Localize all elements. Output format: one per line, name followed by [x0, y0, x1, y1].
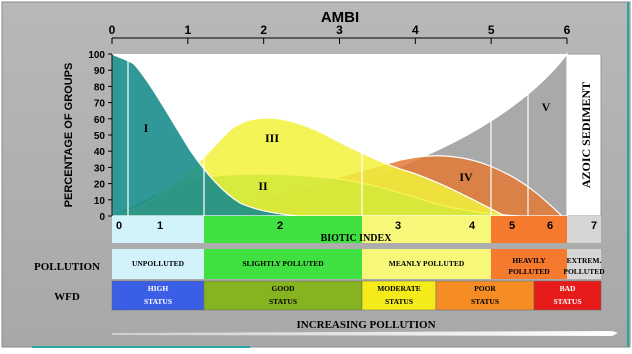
biotic-index-title: BIOTIC INDEX: [321, 233, 393, 244]
pollution-cell: [112, 249, 204, 279]
pollution-cell: [362, 249, 491, 279]
y-tick-label: 100: [88, 50, 105, 61]
biotic-index-value: 7: [591, 220, 597, 232]
y-tick-label: 40: [94, 147, 106, 158]
biotic-index-values: 0 1 2 3 4 5 6 7: [116, 220, 597, 232]
bi-band-cell: [567, 216, 601, 243]
wfd-cell-label: STATUS: [553, 297, 581, 306]
pollution-cell: [567, 249, 601, 279]
pollution-cell-label: POLLUTED: [563, 267, 605, 276]
wfd-cell-label: BAD: [560, 284, 576, 293]
biotic-index-value: 3: [395, 220, 401, 232]
wfd-cell: [361, 280, 437, 311]
ambi-tick-label: 6: [564, 23, 571, 37]
wfd-cell-label: GOOD: [272, 284, 296, 293]
wfd-cell-label: POOR: [474, 284, 496, 293]
pollution-cell-label: UNPOLLUTED: [132, 259, 185, 268]
bi-band-cell: [204, 216, 362, 243]
wfd-cell-label: MODERATE: [377, 284, 421, 293]
wfd-cell-label: STATUS: [471, 297, 499, 306]
y-tick-label: 30: [94, 163, 106, 174]
ambi-axis-title: AMBI: [321, 9, 359, 26]
bi-band-cell: [491, 216, 567, 243]
y-tick-label: 70: [94, 99, 106, 110]
increasing-pollution-label: INCREASING POLLUTION: [296, 319, 435, 331]
pollution-cell-label: EXTREM.: [567, 256, 602, 265]
y-tick-label: 90: [94, 66, 106, 77]
y-axis-label: PERCENTAGE OF GROUPS: [63, 63, 75, 208]
pollution-cell-label: SLIGHTLY POLLUTED: [242, 259, 324, 268]
group-i-area: [111, 53, 301, 217]
biotic-index-value: 6: [547, 220, 553, 232]
wfd-row: HIGH STATUS GOOD STATUS MODERATE STATUS POOR ST…: [111, 280, 602, 311]
pollution-cell-label: POLLUTED: [508, 267, 550, 276]
group-label-iii: III: [265, 131, 279, 145]
pollution-cell-label: MEANLY POLLUTED: [389, 259, 465, 268]
ambi-axis-ticks: 0 1 2 3 4 5 6: [109, 23, 571, 44]
pollution-row-label: POLLUTION: [34, 261, 100, 273]
biotic-index-value: 4: [469, 220, 476, 232]
wfd-cell: [533, 280, 602, 311]
y-tick-label: 60: [94, 115, 106, 126]
y-tick-label: 20: [94, 180, 106, 191]
wfd-cell-label: HIGH: [148, 284, 169, 293]
biotic-index-value: 5: [509, 220, 515, 232]
ambi-tick-label: 0: [109, 23, 116, 37]
pollution-cell-label: HEAVILY: [512, 256, 546, 265]
group-label-v: V: [542, 100, 551, 114]
bi-band-cell: [362, 216, 491, 243]
pollution-cell: [491, 249, 567, 279]
wfd-cell-label: STATUS: [385, 297, 413, 306]
ambi-boundaries: [127, 54, 529, 216]
wfd-cell-label: STATUS: [144, 297, 172, 306]
biotic-index-value: 1: [157, 220, 163, 232]
increasing-pollution-arrow: [112, 331, 618, 336]
wfd-row-label: WFD: [54, 291, 80, 303]
pollution-cell: [204, 249, 362, 279]
group-label-ii: II: [258, 179, 268, 193]
azoic-sediment-label: AZOIC SEDIMENT: [579, 82, 593, 188]
ambi-tick-label: 2: [260, 23, 267, 37]
wfd-cell-label: STATUS: [269, 297, 297, 306]
pollution-row: UNPOLLUTED SLIGHTLY POLLUTED MEANLY POLLUT…: [112, 249, 605, 279]
ambi-tick-label: 4: [412, 23, 419, 37]
ambi-tick-label: 5: [488, 23, 495, 37]
biotic-index-value: 0: [116, 220, 122, 232]
biotic-index-value: 2: [277, 220, 283, 232]
ambi-tick-label: 1: [184, 23, 191, 37]
y-tick-label: 0: [99, 212, 105, 223]
group-curves: [111, 52, 568, 217]
ambi-tick-label: 3: [336, 23, 343, 37]
bi-band-cell: [112, 216, 204, 243]
group-label-i: I: [144, 121, 149, 135]
y-tick-label: 50: [94, 131, 106, 142]
y-tick-label: 10: [94, 196, 106, 207]
group-label-iv: IV: [459, 170, 473, 184]
y-tick-label: 80: [94, 82, 106, 93]
